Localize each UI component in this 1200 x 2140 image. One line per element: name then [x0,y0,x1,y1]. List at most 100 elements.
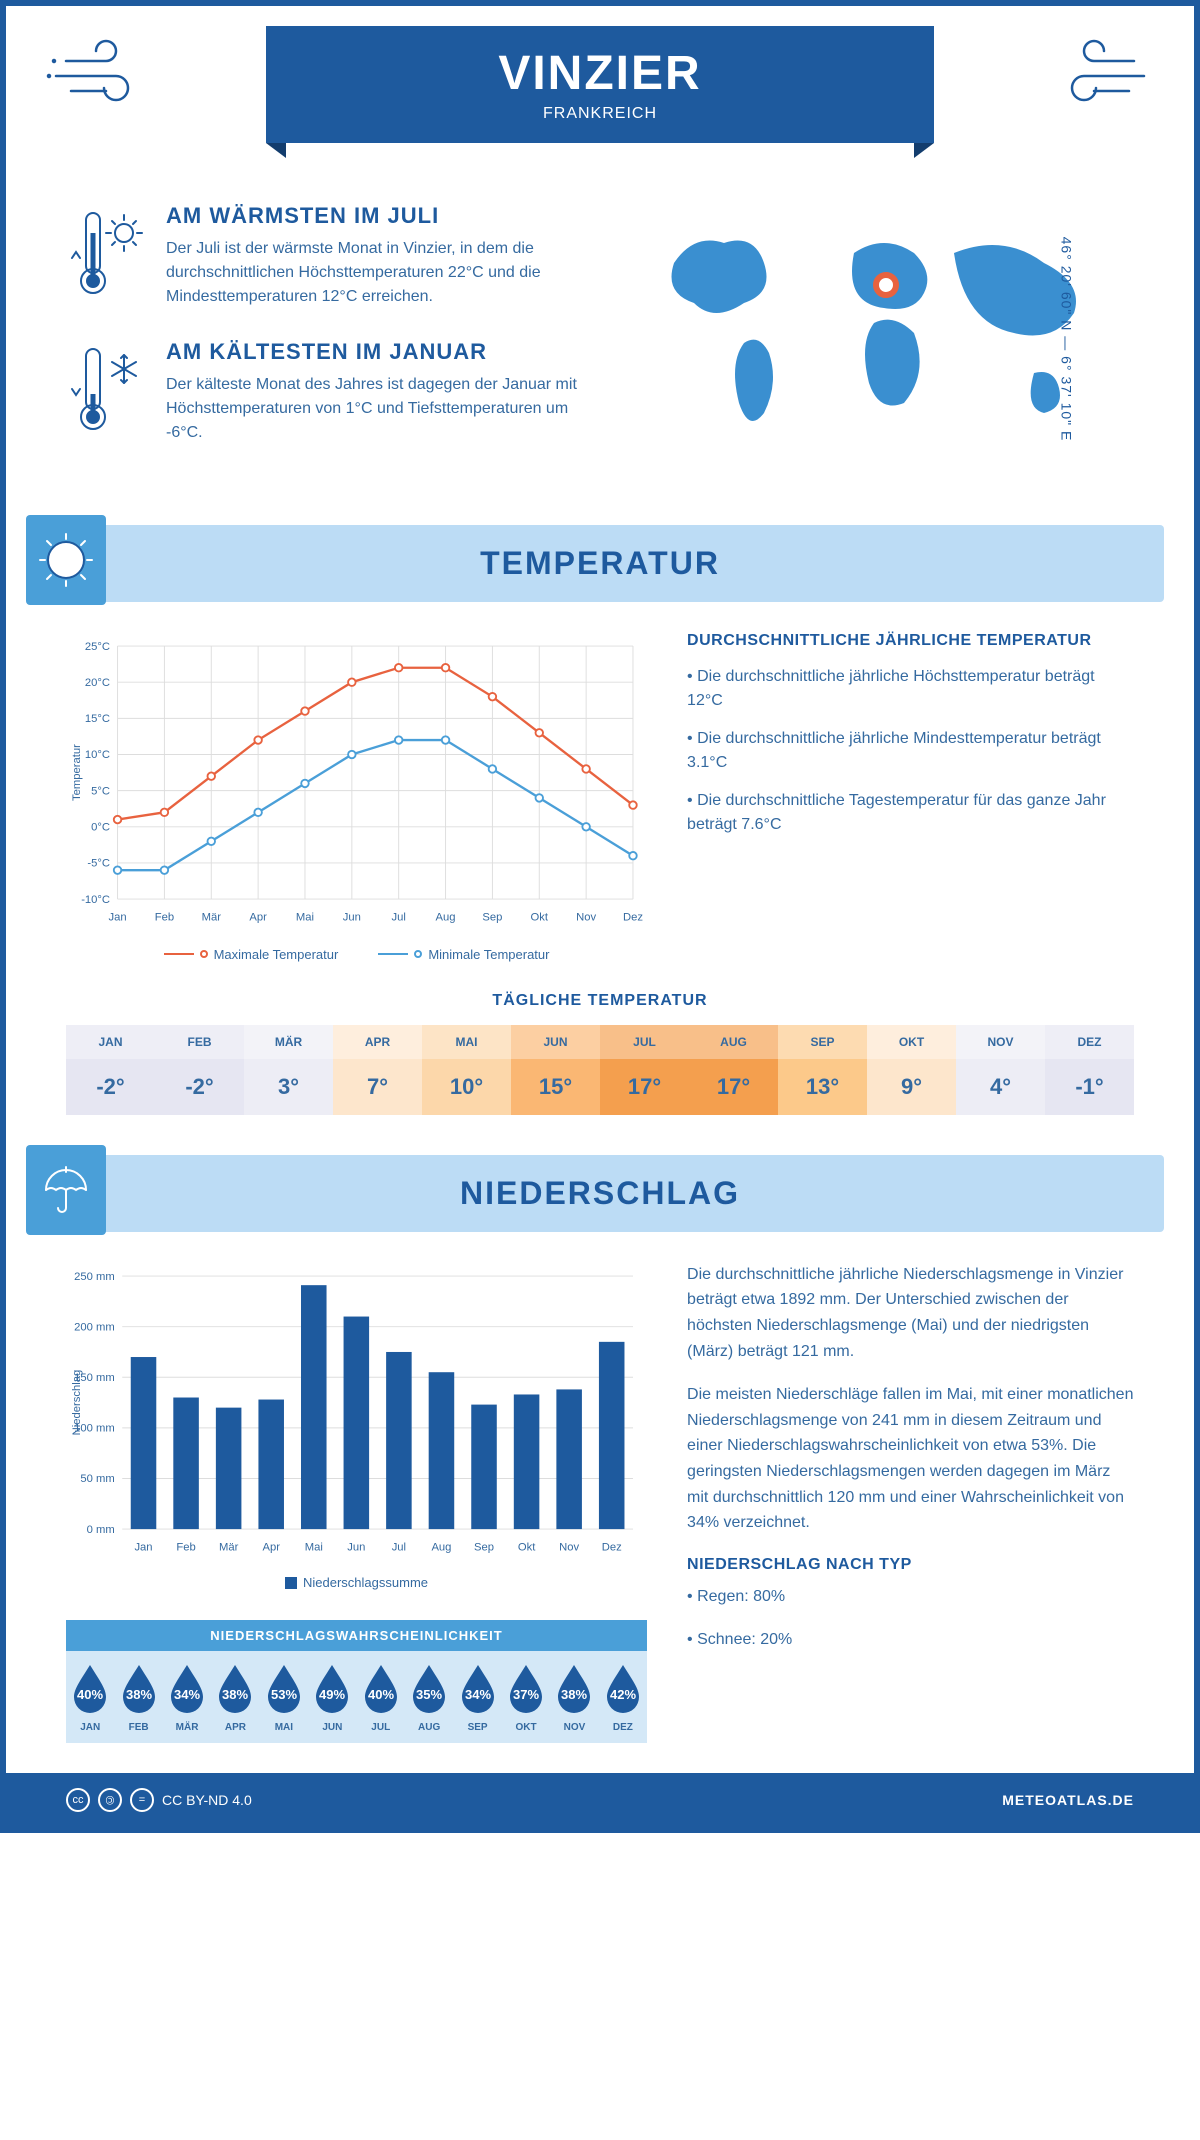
by-icon: 🄯 [98,1788,122,1812]
daily-cell: FEB -2° [155,1025,244,1115]
svg-text:0°C: 0°C [91,822,110,834]
svg-text:Jan: Jan [134,1542,152,1554]
svg-text:Mai: Mai [296,912,314,924]
svg-text:Mai: Mai [305,1542,323,1554]
svg-text:Sep: Sep [482,912,502,924]
daily-cell: JUN 15° [511,1025,600,1115]
precip-section-header: NIEDERSCHLAG [36,1155,1164,1232]
header: VINZIER FRANKREICH [6,6,1194,173]
svg-text:-5°C: -5°C [87,858,110,870]
prob-cell: 37% OKT [502,1661,550,1733]
svg-text:Feb: Feb [176,1542,195,1554]
svg-text:53%: 53% [271,1687,297,1702]
precip-section: 0 mm50 mm100 mm150 mm200 mm250 mmJanFebM… [6,1262,1194,1773]
wind-icon [1044,36,1154,121]
svg-text:Mär: Mär [219,1542,239,1554]
precip-chart: 0 mm50 mm100 mm150 mm200 mm250 mmJanFebM… [66,1262,647,1590]
svg-text:38%: 38% [561,1687,587,1702]
country-name: FRANKREICH [286,105,914,123]
thermometer-hot-icon [66,203,146,309]
cc-icon: cc [66,1788,90,1812]
temp-chart: -10°C-5°C0°C5°C10°C15°C20°C25°CJanFebMär… [66,632,647,962]
svg-text:250 mm: 250 mm [74,1271,115,1283]
prob-cell: 34% SEP [453,1661,501,1733]
wind-icon [46,36,156,121]
svg-text:Mär: Mär [202,912,222,924]
temp-title: TEMPERATUR [480,545,720,582]
prob-cell: 49% JUN [308,1661,356,1733]
daily-cell: DEZ -1° [1045,1025,1134,1115]
page: VINZIER FRANKREICH AM WÄRMSTEN IM JULI D… [0,0,1200,1833]
coordinates: 46° 20' 60" N — 6° 37' 10" E [1059,237,1075,442]
svg-text:38%: 38% [222,1687,248,1702]
prob-cell: 42% DEZ [599,1661,647,1733]
daily-cell: SEP 13° [778,1025,867,1115]
svg-text:Nov: Nov [559,1542,579,1554]
svg-text:25°C: 25°C [85,641,110,653]
svg-text:Sep: Sep [474,1542,494,1554]
footer: cc 🄯 = CC BY-ND 4.0 METEOATLAS.DE [6,1773,1194,1827]
nd-icon: = [130,1788,154,1812]
svg-text:35%: 35% [416,1687,442,1702]
daily-cell: NOV 4° [956,1025,1045,1115]
daily-temp-title: TÄGLICHE TEMPERATUR [6,992,1194,1010]
city-name: VINZIER [286,46,914,101]
title-banner: VINZIER FRANKREICH [266,26,934,143]
prob-cell: 34% MÄR [163,1661,211,1733]
svg-text:5°C: 5°C [91,785,110,797]
prob-grid: 40% JAN 38% FEB 34% MÄR 38% APR 53% MAI … [66,1651,647,1743]
prob-cell: 40% JAN [66,1661,114,1733]
svg-text:Temperatur: Temperatur [71,744,83,801]
svg-text:Jul: Jul [392,912,406,924]
svg-text:15°C: 15°C [85,713,110,725]
svg-text:Jul: Jul [392,1542,406,1554]
warmest-block: AM WÄRMSTEN IM JULI Der Juli ist der wär… [66,203,594,309]
thermometer-cold-icon [66,339,146,445]
svg-text:-10°C: -10°C [81,894,110,906]
svg-text:Apr: Apr [262,1542,280,1554]
daily-cell: AUG 17° [689,1025,778,1115]
prob-cell: 38% APR [211,1661,259,1733]
svg-text:Dez: Dez [602,1542,622,1554]
svg-text:Niederschlag: Niederschlag [71,1370,83,1436]
prob-cell: 38% NOV [550,1661,598,1733]
warmest-title: AM WÄRMSTEN IM JULI [166,203,594,229]
prob-cell: 53% MAI [260,1661,308,1733]
svg-text:38%: 38% [126,1687,152,1702]
svg-text:40%: 40% [77,1687,103,1702]
svg-text:Okt: Okt [518,1542,536,1554]
daily-cell: OKT 9° [867,1025,956,1115]
coldest-block: AM KÄLTESTEN IM JANUAR Der kälteste Mona… [66,339,594,445]
daily-temp-grid: JAN -2° FEB -2° MÄR 3° APR 7° MAI 10° JU… [66,1025,1134,1115]
intro-section: AM WÄRMSTEN IM JULI Der Juli ist der wär… [6,173,1194,505]
precip-type-title: NIEDERSCHLAG NACH TYP [687,1556,1134,1574]
precip-text-2: Die meisten Niederschläge fallen im Mai,… [687,1382,1134,1536]
sun-icon [26,515,106,605]
svg-text:37%: 37% [513,1687,539,1702]
svg-text:50 mm: 50 mm [80,1473,114,1485]
svg-text:Dez: Dez [623,912,643,924]
precip-title: NIEDERSCHLAG [460,1175,740,1212]
svg-text:Aug: Aug [431,1542,451,1554]
svg-text:42%: 42% [610,1687,636,1702]
warmest-text: Der Juli ist der wärmste Monat in Vinzie… [166,237,594,309]
daily-cell: MÄR 3° [244,1025,333,1115]
svg-text:20°C: 20°C [85,677,110,689]
daily-cell: JUL 17° [600,1025,689,1115]
daily-cell: JAN -2° [66,1025,155,1115]
temp-section: -10°C-5°C0°C5°C10°C15°C20°C25°CJanFebMär… [6,632,1194,962]
svg-text:40%: 40% [368,1687,394,1702]
umbrella-icon [26,1145,106,1235]
temp-info-title: DURCHSCHNITTLICHE JÄHRLICHE TEMPERATUR [687,632,1134,650]
temp-legend: Maximale Temperatur Minimale Temperatur [66,947,647,962]
world-map: 46° 20' 60" N — 6° 37' 10" E [634,203,1134,475]
svg-text:49%: 49% [319,1687,345,1702]
coldest-title: AM KÄLTESTEN IM JANUAR [166,339,594,365]
temp-section-header: TEMPERATUR [36,525,1164,602]
svg-text:Jun: Jun [343,912,361,924]
license: cc 🄯 = CC BY-ND 4.0 [66,1788,252,1812]
svg-text:Aug: Aug [436,912,456,924]
svg-text:Jun: Jun [347,1542,365,1554]
daily-cell: APR 7° [333,1025,422,1115]
prob-cell: 38% FEB [114,1661,162,1733]
